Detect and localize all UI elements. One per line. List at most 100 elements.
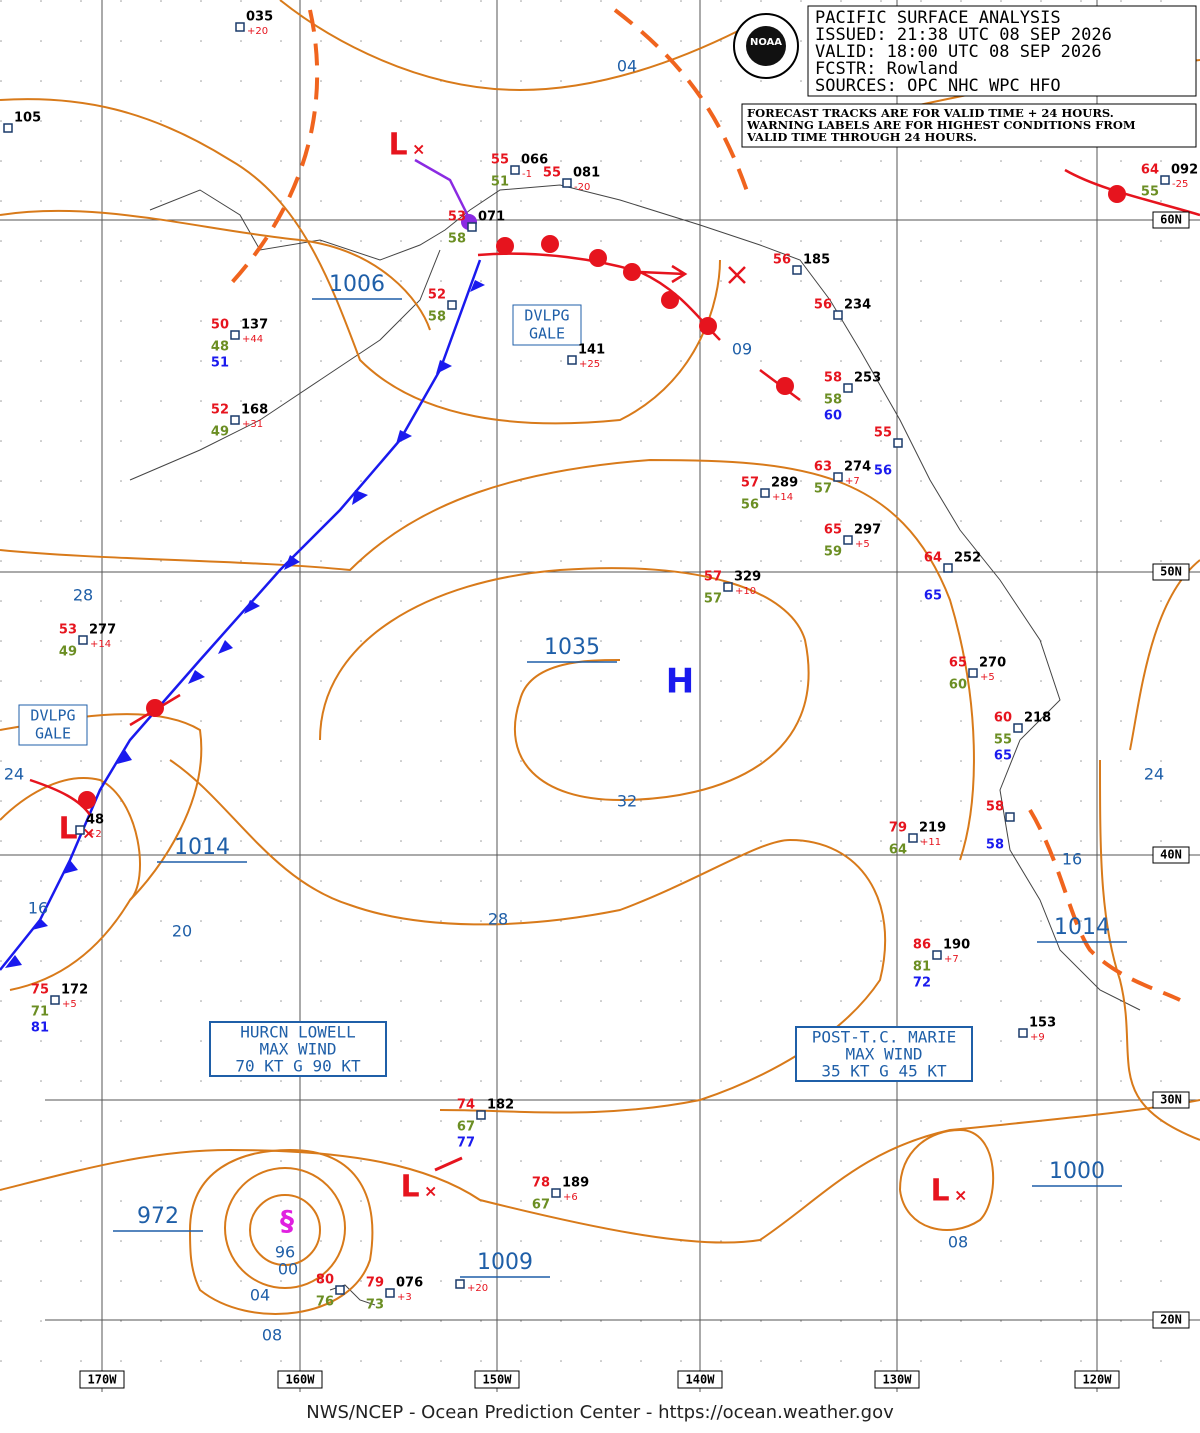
station-dew: 58 <box>448 232 466 247</box>
station-tendency: +14 <box>90 639 111 650</box>
hurricane-symbol: § <box>280 1204 294 1237</box>
station-pressure: 076 <box>396 1276 423 1291</box>
station-extra: 51 <box>211 356 229 371</box>
station-marker <box>510 165 520 175</box>
station-marker <box>3 123 13 133</box>
station-pressure: 48 <box>86 813 104 828</box>
storm-line: POST-T.C. MARIE <box>812 1028 957 1047</box>
station-pressure: 218 <box>1024 711 1051 726</box>
isobar-label: 08 <box>262 1326 282 1345</box>
lat-label: 60N <box>1160 213 1182 227</box>
station-marker <box>447 300 457 310</box>
isobar-label: 1009 <box>477 1250 533 1275</box>
lon-box <box>277 1370 323 1389</box>
lat-box <box>1152 1091 1190 1109</box>
station-marker <box>843 383 853 393</box>
station-dew: 49 <box>211 425 229 440</box>
isobar-label: 09 <box>732 340 752 359</box>
station-temp: 64 <box>924 551 942 566</box>
station-tendency: -20 <box>574 182 590 193</box>
station-dew: 57 <box>814 482 832 497</box>
isobar-label: 1000 <box>1049 1159 1105 1184</box>
station-pressure: 182 <box>487 1098 514 1113</box>
footer-band <box>0 1392 1200 1433</box>
lat-label: 40N <box>1160 848 1182 862</box>
station-marker <box>893 438 903 448</box>
pressure-center: L <box>930 1174 949 1209</box>
pressure-center: L <box>400 1170 419 1205</box>
station-pressure: 081 <box>573 166 600 181</box>
station-marker <box>78 635 88 645</box>
lat-box <box>1152 1311 1190 1329</box>
station-marker <box>1018 1028 1028 1038</box>
station-pressure: 277 <box>89 623 116 638</box>
lon-label: 170W <box>88 1373 118 1387</box>
station-pressure: 297 <box>854 523 881 538</box>
station-tendency: +20 <box>247 26 268 37</box>
station-tendency: +14 <box>772 492 793 503</box>
station-dew: 60 <box>949 678 967 693</box>
station-pressure: 274 <box>844 460 871 475</box>
warning-label: GALE <box>35 725 71 743</box>
station-marker <box>833 310 843 320</box>
isobar-label: 16 <box>1062 850 1082 869</box>
station-marker <box>932 950 942 960</box>
station-marker <box>476 1110 486 1120</box>
warning-label: GALE <box>529 325 565 343</box>
station-marker <box>567 355 577 365</box>
station-tendency: +44 <box>242 334 263 345</box>
station-dew: 48 <box>211 340 229 355</box>
lon-box <box>79 1370 125 1389</box>
note-line: WARNING LABELS ARE FOR HIGHEST CONDITION… <box>746 118 1136 132</box>
station-temp: 65 <box>824 523 842 538</box>
station-pressure: 153 <box>1029 1016 1056 1031</box>
station-pressure: 190 <box>943 938 970 953</box>
station-marker <box>335 1285 345 1295</box>
station-temp: 56 <box>814 298 832 313</box>
station-extra: 56 <box>874 464 892 479</box>
isobar-label: 1006 <box>329 272 385 297</box>
center-x: × <box>82 824 95 843</box>
isobar-label: 28 <box>73 586 93 605</box>
station-temp: 60 <box>994 711 1012 726</box>
station-pressure: 035 <box>246 10 273 25</box>
station-marker <box>75 825 85 835</box>
station-extra: 81 <box>31 1021 49 1036</box>
warning-box <box>512 304 582 346</box>
station-tendency: +11 <box>920 837 941 848</box>
station-tendency: +5 <box>855 539 870 550</box>
note-line: FORECAST TRACKS ARE FOR VALID TIME + 24 … <box>747 106 1114 120</box>
station-temp: 80 <box>316 1273 334 1288</box>
station-marker <box>235 22 245 32</box>
storm-line: MAX WIND <box>259 1040 336 1059</box>
station-temp: 58 <box>824 371 842 386</box>
station-dew: 58 <box>824 393 842 408</box>
station-pressure: 168 <box>241 403 268 418</box>
storm-box <box>209 1021 387 1077</box>
warning-box <box>18 704 88 746</box>
storm-line: 70 KT G 90 KT <box>235 1057 361 1076</box>
station-marker <box>467 222 477 232</box>
troughs <box>223 8 1181 1002</box>
storm-box <box>795 1026 973 1082</box>
station-marker <box>50 995 60 1005</box>
minor-grid <box>0 0 1200 1392</box>
station-temp: 79 <box>366 1276 384 1291</box>
isobar-label: 16 <box>28 899 48 918</box>
station-pressure: 066 <box>521 153 548 168</box>
pressure-center: L <box>58 812 77 847</box>
station-temp: 64 <box>1141 163 1159 178</box>
isobar-label: 04 <box>250 1286 270 1305</box>
lon-label: 120W <box>1083 1373 1113 1387</box>
station-extra: 77 <box>457 1136 475 1151</box>
station-temp: 56 <box>773 253 791 268</box>
station-marker <box>833 472 843 482</box>
isobar-label: 1014 <box>1054 915 1110 940</box>
station-marker <box>723 582 733 592</box>
station-dew: 51 <box>491 175 509 190</box>
storm-line: 35 KT G 45 KT <box>821 1062 947 1081</box>
lon-label: 140W <box>686 1373 716 1387</box>
isobar-label: 32 <box>617 792 637 811</box>
station-dew: 59 <box>824 545 842 560</box>
station-marker <box>385 1288 395 1298</box>
